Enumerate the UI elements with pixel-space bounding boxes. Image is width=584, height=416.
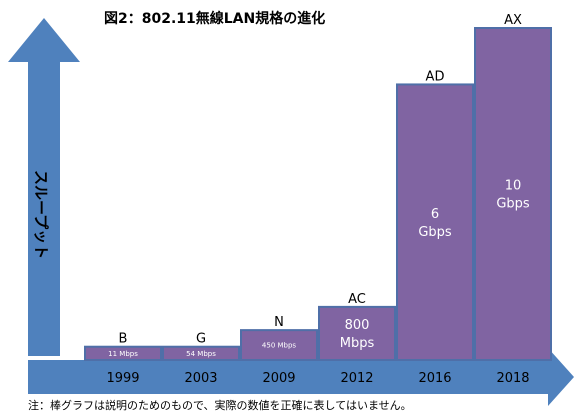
standard-label-AD: AD <box>426 69 445 84</box>
standard-label-B: B <box>119 332 128 347</box>
x-axis-arrow <box>28 348 574 406</box>
chart-title: 図2：802.11無線LAN規格の進化 <box>104 10 325 27</box>
standard-label-AC: AC <box>348 292 366 307</box>
bar-value-label-2016-1: Gbps <box>418 225 452 240</box>
bar-1999 <box>84 345 162 362</box>
bars: B 11 Mbps 1999 G 54 Mbps 2003 N 450 Mbps 2009 AC 8… <box>84 13 552 386</box>
bar-2018 <box>474 27 552 361</box>
bar-value-label-1999-0: 11 Mbps <box>108 350 138 358</box>
y-axis-arrow <box>8 18 80 356</box>
bar-value-label-2016-0: 6 <box>431 207 439 222</box>
bar-value-label-2003-0: 54 Mbps <box>186 350 216 358</box>
x-tick-label-2018: 2018 <box>496 371 529 386</box>
bar-value-label-2009-0: 450 Mbps <box>262 342 297 350</box>
y-axis-label: スループット <box>32 170 50 259</box>
standard-label-G: G <box>196 332 206 347</box>
x-tick-label-1999: 1999 <box>106 371 139 386</box>
bar-value-label-2012-1: Mbps <box>340 336 375 351</box>
bar-2003 <box>162 345 240 362</box>
x-tick-label-2009: 2009 <box>262 371 295 386</box>
standard-label-AX: AX <box>504 13 522 28</box>
bar-2016 <box>396 83 474 361</box>
bar-2012 <box>318 305 396 362</box>
bar-value-label-2018-0: 10 <box>505 179 522 194</box>
x-tick-label-2003: 2003 <box>184 371 217 386</box>
bar-value-label-2018-1: Gbps <box>496 197 530 212</box>
footnote: 注：棒グラフは説明のためのもので、実際の数値を正確に表してはいません。 <box>28 398 412 412</box>
bar-2009 <box>240 329 318 361</box>
standard-label-N: N <box>274 315 284 330</box>
x-tick-label-2016: 2016 <box>418 371 451 386</box>
x-tick-label-2012: 2012 <box>340 371 373 386</box>
bar-value-label-2012-0: 800 <box>345 318 370 333</box>
